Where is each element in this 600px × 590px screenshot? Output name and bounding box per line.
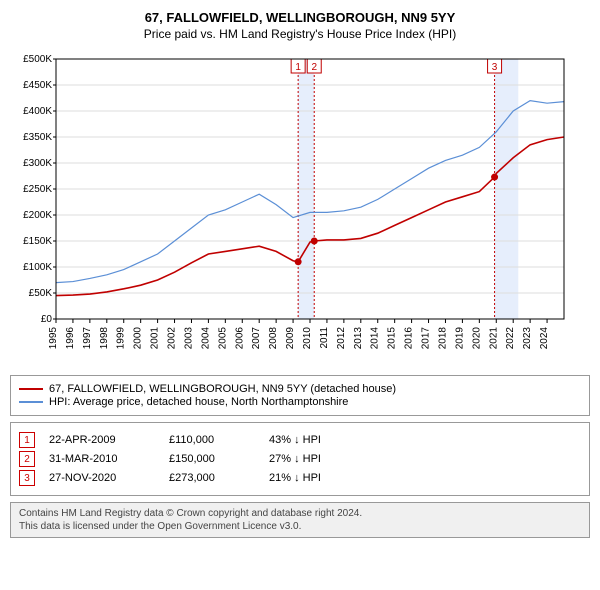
marker-pct: 27% ↓ HPI [269,453,321,465]
svg-text:£400K: £400K [23,106,52,117]
svg-text:£100K: £100K [23,262,52,273]
marker-date: 22-APR-2009 [49,434,169,446]
svg-text:1996: 1996 [65,327,76,350]
svg-text:2018: 2018 [437,327,448,350]
svg-text:2015: 2015 [387,327,398,350]
legend-label: 67, FALLOWFIELD, WELLINGBOROUGH, NN9 5YY… [49,383,396,395]
svg-text:2021: 2021 [488,327,499,350]
svg-text:2019: 2019 [454,327,465,350]
svg-text:2020: 2020 [471,327,482,350]
marker-price: £150,000 [169,453,269,465]
svg-text:2: 2 [311,62,317,73]
legend-label: HPI: Average price, detached house, Nort… [49,396,348,408]
marker-number: 2 [19,451,35,467]
svg-text:£250K: £250K [23,184,52,195]
svg-text:£350K: £350K [23,132,52,143]
legend-row: 67, FALLOWFIELD, WELLINGBOROUGH, NN9 5YY… [19,383,581,395]
svg-text:2009: 2009 [285,327,296,350]
svg-text:£300K: £300K [23,158,52,169]
svg-text:2000: 2000 [133,327,144,350]
svg-text:2003: 2003 [183,327,194,350]
title-block: 67, FALLOWFIELD, WELLINGBOROUGH, NN9 5YY… [10,10,590,41]
svg-text:2011: 2011 [319,327,330,349]
markers-table: 1 22-APR-2009£110,00043% ↓ HPI 2 31-MAR-201… [10,422,590,496]
price-chart: £0 £50K £100K £150K £200K £250K £300K £350K £400… [10,49,570,369]
chart-subtitle: Price paid vs. HM Land Registry's House … [10,27,590,41]
marker-date: 27-NOV-2020 [49,472,169,484]
svg-text:2024: 2024 [539,327,550,350]
svg-text:2016: 2016 [404,327,415,350]
svg-text:3: 3 [492,62,498,73]
marker-price: £110,000 [169,434,269,446]
svg-text:£450K: £450K [23,80,52,91]
marker-pct: 21% ↓ HPI [269,472,321,484]
svg-text:2005: 2005 [217,327,228,350]
svg-text:2014: 2014 [370,327,381,350]
svg-text:2012: 2012 [336,327,347,350]
svg-text:2002: 2002 [167,327,178,350]
footer-box: Contains HM Land Registry data © Crown c… [10,502,590,538]
svg-text:£0: £0 [41,314,53,325]
legend-box: 67, FALLOWFIELD, WELLINGBOROUGH, NN9 5YY… [10,375,590,416]
svg-text:2010: 2010 [302,327,313,350]
marker-row: 3 27-NOV-2020£273,00021% ↓ HPI [19,470,581,486]
marker-number: 3 [19,470,35,486]
svg-text:£500K: £500K [23,54,52,65]
svg-text:£150K: £150K [23,236,52,247]
legend-row: HPI: Average price, detached house, Nort… [19,396,581,408]
svg-text:2004: 2004 [200,327,211,350]
marker-row: 1 22-APR-2009£110,00043% ↓ HPI [19,432,581,448]
legend-swatch [19,401,43,403]
svg-text:2013: 2013 [353,327,364,350]
svg-text:2007: 2007 [251,327,262,350]
svg-text:2001: 2001 [150,327,161,350]
svg-text:1998: 1998 [99,327,110,350]
legend-swatch [19,388,43,390]
marker-row: 2 31-MAR-2010£150,00027% ↓ HPI [19,451,581,467]
marker-pct: 43% ↓ HPI [269,434,321,446]
footer-line1: Contains HM Land Registry data © Crown c… [19,507,581,520]
svg-text:1997: 1997 [82,327,93,350]
svg-text:1: 1 [295,62,301,73]
chart-title: 67, FALLOWFIELD, WELLINGBOROUGH, NN9 5YY [10,10,590,25]
svg-text:2022: 2022 [505,327,516,350]
marker-date: 31-MAR-2010 [49,453,169,465]
svg-text:2006: 2006 [234,327,245,350]
footer-line2: This data is licensed under the Open Gov… [19,520,581,533]
svg-text:£50K: £50K [29,288,53,299]
svg-text:2023: 2023 [522,327,533,350]
chart-container: £0 £50K £100K £150K £200K £250K £300K £350K £400… [10,49,590,369]
svg-text:1995: 1995 [48,327,59,350]
svg-text:2008: 2008 [268,327,279,350]
svg-text:2017: 2017 [421,327,432,350]
svg-text:1999: 1999 [116,327,127,350]
marker-number: 1 [19,432,35,448]
svg-text:£200K: £200K [23,210,52,221]
marker-price: £273,000 [169,472,269,484]
